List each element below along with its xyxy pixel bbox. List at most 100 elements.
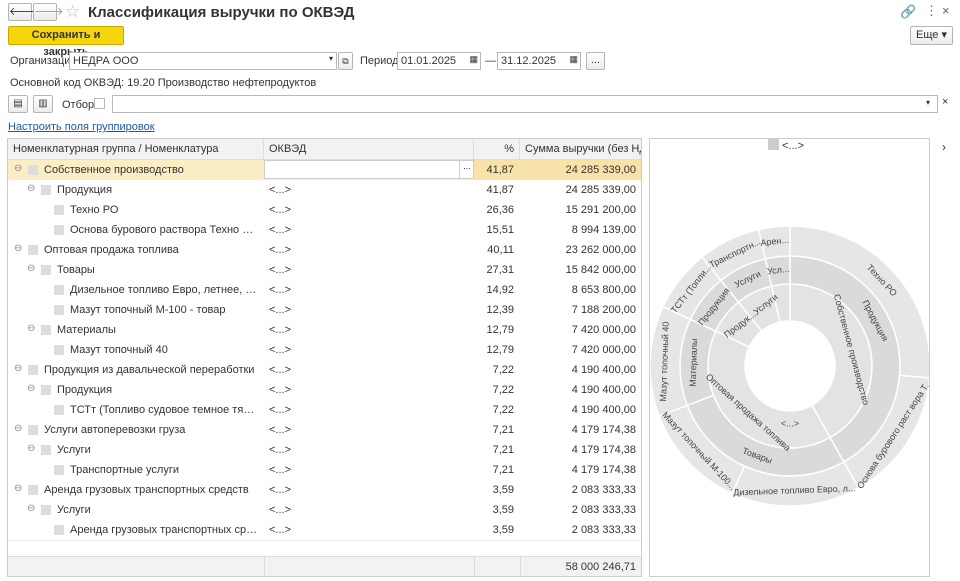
- row-okved: <...>: [269, 480, 469, 500]
- row-icon: [41, 265, 51, 275]
- menu-icon[interactable]: ⋮: [925, 3, 938, 19]
- filter-clear[interactable]: ×: [942, 96, 948, 108]
- table-row: Транспортные услуги<...>7,214 179 174,38: [8, 460, 642, 481]
- table-row: Аренда грузовых транспортных средств<...…: [8, 520, 642, 541]
- org-open[interactable]: ⧉: [338, 52, 353, 70]
- row-name: Услуги автоперевозки груза: [44, 420, 258, 440]
- favorite-star[interactable]: ☆: [65, 2, 80, 22]
- row-sum: 4 179 174,38: [520, 420, 642, 440]
- row-okved: <...>: [269, 440, 469, 460]
- sunburst-label: Материалы: [688, 338, 700, 387]
- row-percent: 26,36: [474, 200, 520, 220]
- table-footer: 58 000 246,71: [8, 556, 642, 577]
- link-icon[interactable]: 🔗: [900, 4, 916, 20]
- table-row: ⊖Услуги<...>7,214 179 174,38: [8, 440, 642, 461]
- row-sum: 15 291 200,00: [520, 200, 642, 220]
- row-name: Услуги: [57, 500, 258, 520]
- date-from[interactable]: 01.01.2025▦: [397, 52, 481, 70]
- footer-divider: [474, 557, 475, 577]
- row-sum: 2 083 333,33: [520, 480, 642, 500]
- save-button[interactable]: Сохранить и закрыть: [8, 26, 124, 45]
- table: Номенклатурная группа / НоменклатураОКВЭ…: [7, 138, 642, 577]
- column-header: %: [474, 139, 520, 159]
- filter-drop[interactable]: ▾: [926, 98, 930, 107]
- column-header: ОКВЭД: [264, 139, 474, 159]
- date-separator: —: [485, 55, 496, 67]
- row-name: Материалы: [57, 320, 258, 340]
- table-row: Основа бурового раствора Техно РУО<...>1…: [8, 220, 642, 241]
- tree-toggle: ⊖: [27, 263, 35, 274]
- row-sum: 2 083 333,33: [520, 520, 642, 540]
- top-label: <...>: [782, 140, 804, 152]
- table-row: ⊖Собственное производство...41,8724 285 …: [8, 160, 642, 181]
- okved-select: ...: [459, 161, 474, 178]
- table-row: Техно РО<...>26,3615 291 200,00: [8, 200, 642, 221]
- row-percent: 41,87: [474, 160, 520, 180]
- row-percent: 3,59: [474, 500, 520, 520]
- more-button[interactable]: Еще ▾: [910, 26, 953, 45]
- row-sum: 15 842 000,00: [520, 260, 642, 280]
- row-okved: <...>: [269, 220, 469, 240]
- row-percent: 12,79: [474, 340, 520, 360]
- row-name: Аренда грузовых транспортных средств: [44, 480, 258, 500]
- row-percent: 12,39: [474, 300, 520, 320]
- org-value: НЕДРА ООО: [73, 55, 138, 67]
- row-sum: 7 420 000,00: [520, 320, 642, 340]
- tree-toggle: ⊖: [14, 163, 22, 174]
- row-sum: 8 653 800,00: [520, 280, 642, 300]
- row-percent: 7,22: [474, 360, 520, 380]
- tree-toggle: ⊖: [27, 183, 35, 194]
- table-row: ⊖Товары<...>27,3115 842 000,00: [8, 260, 642, 281]
- row-okved: <...>: [269, 260, 469, 280]
- row-okved: <...>: [269, 520, 469, 540]
- row-name: Продукция из давальческой переработки: [44, 360, 258, 380]
- row-icon: [41, 445, 51, 455]
- filter-checkbox[interactable]: [94, 98, 105, 109]
- row-okved: <...>: [269, 380, 469, 400]
- row-percent: 3,59: [474, 520, 520, 540]
- row-percent: 3,59: [474, 480, 520, 500]
- row-okved: <...>: [269, 500, 469, 520]
- row-okved: <...>: [269, 400, 469, 420]
- row-name: Товары: [57, 260, 258, 280]
- table-row: ⊖Аренда грузовых транспортных средств<..…: [8, 480, 642, 501]
- row-sum: 4 179 174,38: [520, 460, 642, 480]
- settings-link[interactable]: Настроить поля группировок: [8, 121, 155, 133]
- filter-input[interactable]: [112, 95, 938, 113]
- tree-toggle: ⊖: [14, 243, 22, 254]
- tree-toggle: ⊖: [27, 383, 35, 394]
- group-button[interactable]: ▤: [8, 95, 28, 113]
- row-percent: 14,92: [474, 280, 520, 300]
- date-from-value: 01.01.2025: [401, 55, 456, 67]
- period-button[interactable]: ...: [586, 52, 605, 70]
- row-okved: <...>: [269, 340, 469, 360]
- okved-input: [264, 160, 474, 179]
- row-okved: <...>: [269, 200, 469, 220]
- row-icon: [41, 385, 51, 395]
- window-title: Классификация выручки по ОКВЭД: [88, 4, 354, 21]
- date-to[interactable]: 31.12.2025▦: [497, 52, 581, 70]
- more-label: Еще: [916, 29, 938, 41]
- row-percent: 7,21: [474, 440, 520, 460]
- forward-button[interactable]: 🡒: [33, 3, 57, 21]
- row-name: Продукция: [57, 180, 258, 200]
- row-percent: 12,79: [474, 320, 520, 340]
- back-button[interactable]: 🡐: [8, 3, 32, 21]
- list-button[interactable]: ▥: [33, 95, 53, 113]
- next-arrow[interactable]: ›: [942, 140, 946, 154]
- table-row: ⊖Продукция<...>41,8724 285 339,00: [8, 180, 642, 201]
- filter-label: Отбор:: [62, 99, 97, 111]
- column-header: Сумма выручки (без НДС): [520, 139, 642, 159]
- date-to-value: 31.12.2025: [501, 55, 556, 67]
- row-okved: <...>: [269, 180, 469, 200]
- org-input[interactable]: НЕДРА ООО▾: [69, 52, 337, 70]
- row-icon: [28, 485, 38, 495]
- row-sum: 2 083 333,33: [520, 500, 642, 520]
- row-name: Продукция: [57, 380, 258, 400]
- row-icon: [54, 525, 64, 535]
- row-name: ТСТт (Топливо судовое темное тяжелое): [70, 400, 258, 420]
- row-name: Основа бурового раствора Техно РУО: [70, 220, 258, 240]
- row-icon: [54, 225, 64, 235]
- close-icon[interactable]: ×: [942, 3, 950, 18]
